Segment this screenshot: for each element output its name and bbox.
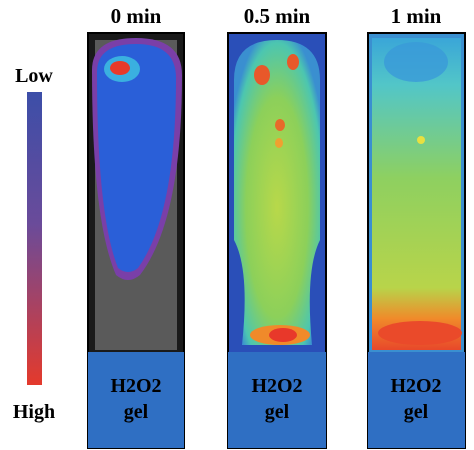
gel-label: gel [265,401,290,423]
gel-box [228,352,326,448]
hotspot [275,138,283,148]
panel-title: 0 min [111,4,162,28]
hotspot [287,54,299,70]
panel: 0 min H2O2 gel [87,4,185,449]
panel: 1 min H2O2 gel [367,4,466,449]
panel-title: 0.5 min [244,4,311,28]
hotspot [110,61,130,75]
hotspot [378,321,462,345]
gel-label: H2O2 [110,375,161,397]
hotspot [384,42,448,82]
gel-box [88,352,184,448]
hotspot-body [234,40,320,345]
gel-label: gel [124,401,149,423]
hotspot [269,328,297,342]
hotspot-body [372,38,461,350]
color-bar [27,92,42,385]
hotspot [254,65,270,85]
color-bar-top-label: Low [15,65,53,87]
gel-label: H2O2 [390,375,441,397]
panel: 0.5 min H2O2 gel [227,4,327,449]
color-bar-bottom-label: High [13,401,55,423]
panel-title: 1 min [391,4,442,28]
hotspot [275,119,285,131]
hotspot [417,136,425,144]
gel-label: gel [404,401,429,423]
hotspot-body [97,44,176,272]
gel-box [368,352,465,448]
gel-label: H2O2 [251,375,302,397]
